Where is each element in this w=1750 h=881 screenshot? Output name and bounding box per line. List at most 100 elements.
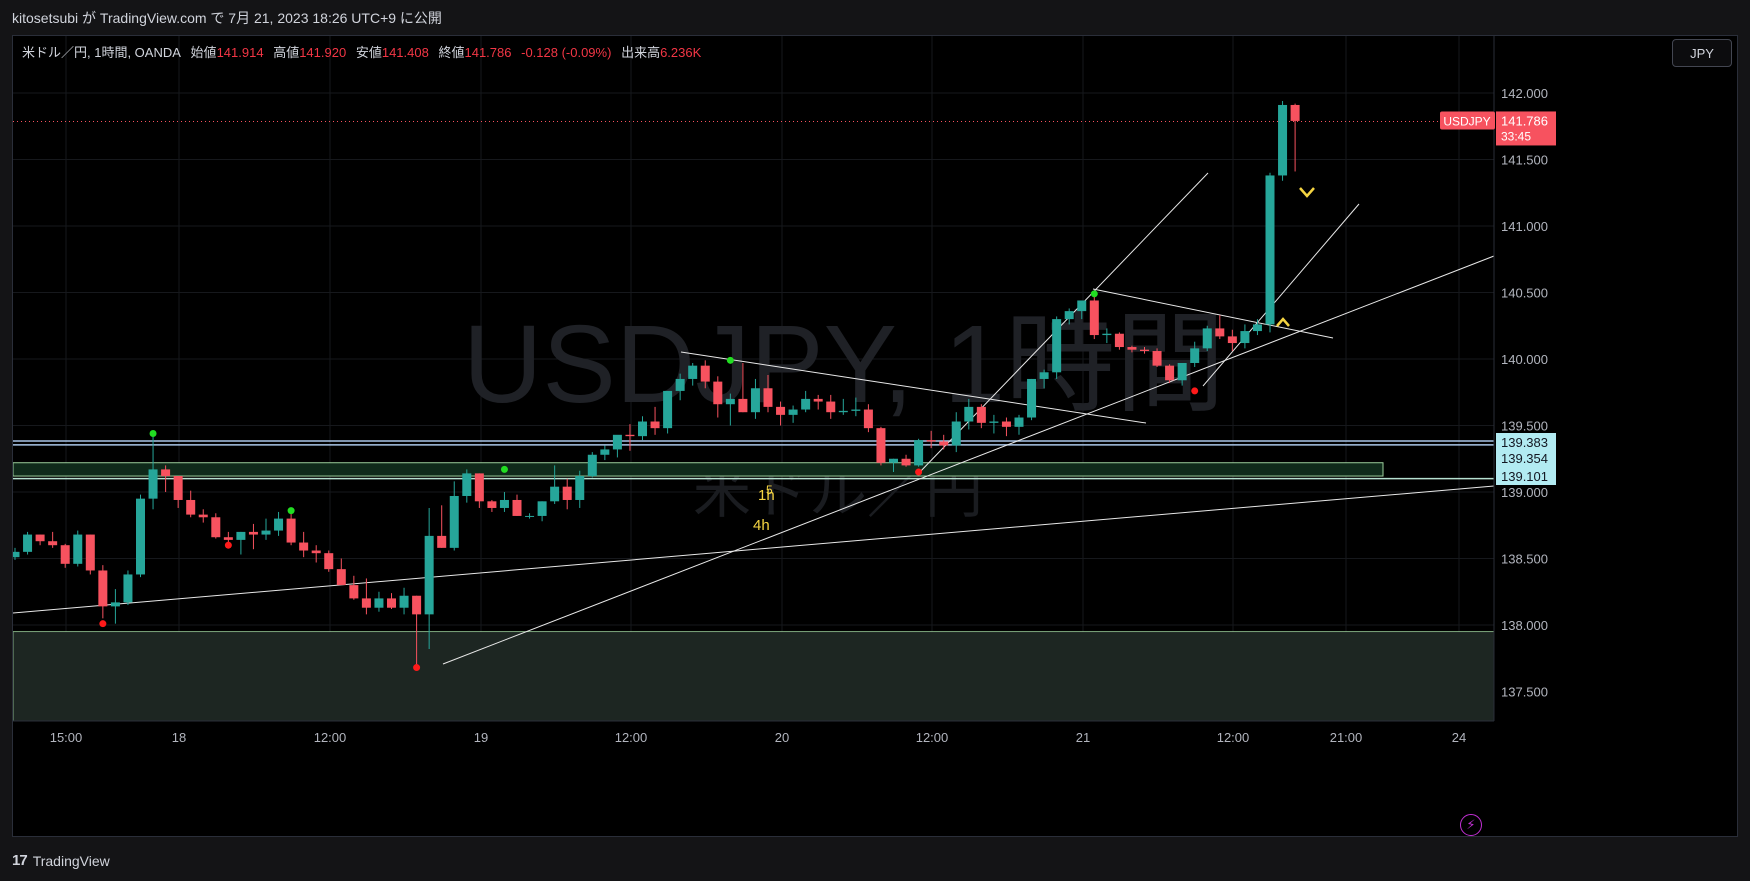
candle [1265,172,1275,333]
level-tag [1496,433,1556,451]
candle-body [186,499,196,515]
support-zone [13,631,1495,722]
candle-body [324,553,334,570]
trendline[interactable] [1202,203,1360,387]
axes: 142.000 141.500 141.000 140.500 140.000 139.5… [13,36,1737,836]
candle [85,534,95,575]
candle [700,360,710,389]
time-axis-bg [13,721,1737,836]
candle [236,531,246,555]
candle-body [926,440,936,442]
candle-body [148,469,158,499]
candle-body [173,476,183,500]
trendline[interactable] [680,351,1147,424]
candle-body [487,501,497,508]
candle [324,550,334,572]
time-tick-label: 12:00 [1217,730,1250,745]
candle-body [776,406,786,415]
candle [876,426,886,466]
trendline[interactable] [917,172,1209,475]
candle-body [989,421,999,423]
candle-body [700,365,710,382]
candle-body [914,440,924,466]
candle-body [248,531,258,535]
trendlines[interactable] [13,172,1495,665]
lightning-icon[interactable]: ⚡ [1460,814,1482,836]
candle-body [437,535,447,548]
candle-body [474,473,484,502]
last-price-label: 141.786 [1501,113,1548,128]
candle [550,465,560,504]
candle-body [951,421,961,446]
candle-body [1177,362,1187,381]
candle [1027,378,1037,421]
candle [474,473,484,508]
candle-body [638,421,647,437]
candle-body [399,595,409,608]
candle [211,513,221,539]
candle-body [286,518,296,543]
candle-body [311,550,321,554]
candle-body [713,381,723,405]
pivot-marker [99,620,107,628]
price-tick-label: 141.500 [1501,153,1548,168]
currency-button[interactable]: JPY [1672,39,1732,67]
candle [449,481,459,551]
published-info: kitosetsubi が TradingView.com で 7月 21, 2… [12,10,442,26]
candle-body [650,421,660,429]
time-tick-label: 24 [1452,730,1466,745]
candle-body [876,428,886,463]
candle-body [98,570,108,607]
candle-body [901,458,911,466]
price-tick-label: 138.500 [1501,552,1548,567]
symbol-tag-label: USDJPY [1443,114,1490,128]
tradingview-logo[interactable]: 17 TradingView [12,852,110,869]
price-tick-label: 140.000 [1501,352,1548,367]
candle-body [1165,365,1175,381]
candle-body [1190,348,1200,363]
candle-body [889,458,898,463]
candle [939,434,949,450]
trendline[interactable] [1092,288,1334,339]
trendline[interactable] [442,255,1495,665]
candle [286,510,296,546]
price-tick-label: 139.000 [1501,485,1548,500]
candle-body [851,409,861,411]
candle-body [562,486,572,500]
candle [1290,103,1300,172]
candle-body [788,409,798,415]
candle-body [1077,300,1087,312]
legend-volume-label: 出来高 [621,45,661,60]
candle [1165,364,1175,383]
candle [1001,417,1011,437]
trendline[interactable] [13,485,1495,614]
candle [437,505,447,548]
candle-body [801,398,811,410]
candle [1052,316,1062,379]
pivot-marker [224,541,232,549]
chart-area[interactable]: USDJPY, 1時間 米ドル／円 1h 5 4h 142.000 141.500… [12,35,1738,837]
candle [650,406,660,435]
candle-body [123,574,133,603]
candle [575,470,585,508]
chart-svg[interactable]: USDJPY, 1時間 米ドル／円 1h 5 4h 142.000141.500… [13,36,1738,837]
candle-body [1127,347,1137,350]
candle [499,492,509,512]
candle [35,534,45,546]
candle [587,452,597,478]
level-tag [1496,449,1556,467]
symbol-tag [1440,111,1495,130]
candle-body [35,534,45,542]
time-tick-label: 18 [172,730,186,745]
candle [675,373,685,401]
candle-body [136,498,145,575]
bottom-bar [0,837,1750,881]
candle-body [299,542,309,551]
annotation-1h: 1h [758,487,775,504]
candle-body [349,585,359,599]
candle-body [575,476,585,500]
legend-symbol: 米ドル／円, 1時間, OANDA [22,45,181,60]
legend-open-value: 141.914 [216,45,264,60]
candle [110,589,120,624]
candle [750,378,760,419]
